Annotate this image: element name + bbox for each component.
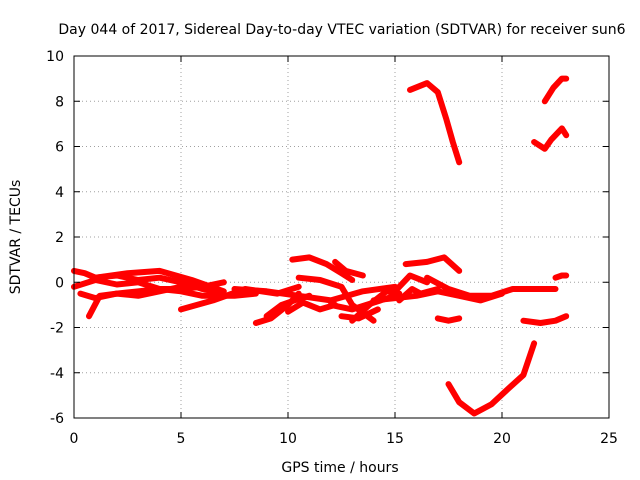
y-tick-label: -4	[50, 366, 64, 382]
grid-lines	[74, 56, 609, 418]
series-arc-22	[434, 315, 463, 324]
series-arc-7	[231, 283, 398, 304]
series-arc-20	[402, 254, 463, 274]
tick-labels: 0 5 10 15 20 25 -6 -4 -2 0 2 4 6 8 10	[46, 49, 618, 447]
y-tick-label: -2	[50, 321, 64, 337]
plot-series-group	[71, 75, 570, 417]
series-arc-11	[289, 254, 356, 283]
series-arc-9	[263, 292, 313, 320]
x-tick-label: 5	[177, 431, 186, 447]
series-arc-18	[392, 272, 431, 295]
y-tick-label: 4	[55, 185, 64, 201]
series-arc-19	[396, 286, 441, 304]
x-tick-label: 15	[386, 431, 404, 447]
chart-title: Day 044 of 2017, Sidereal Day-to-day VTE…	[58, 22, 625, 38]
y-tick-label: 8	[55, 94, 64, 110]
x-tick-label: 20	[493, 431, 511, 447]
y-tick-label: 10	[46, 49, 64, 65]
y-axis-label: SDTVAR / TECUs	[8, 180, 24, 295]
y-tick-label: 2	[55, 230, 64, 246]
series-arc-25	[520, 313, 570, 326]
series-arc-14	[332, 258, 366, 279]
series-arc-27	[541, 75, 570, 105]
series-arc-23	[407, 80, 463, 166]
x-tick-label: 10	[279, 431, 297, 447]
x-axis-label: GPS time / hours	[281, 460, 398, 476]
series-arc-10	[285, 299, 339, 315]
series-arc-24	[445, 340, 538, 417]
y-tick-label: 6	[55, 140, 64, 156]
series-arc-26	[531, 125, 570, 152]
series-arc-5	[92, 267, 227, 295]
series-arc-28	[552, 272, 570, 281]
y-tick-label: 0	[55, 275, 64, 291]
series-arc-4	[86, 283, 184, 320]
axis-ticks	[73, 55, 610, 419]
x-tick-label: 0	[70, 431, 79, 447]
x-tick-label: 25	[600, 431, 618, 447]
series-arc-21	[424, 274, 559, 299]
y-tick-label: -6	[50, 411, 64, 427]
